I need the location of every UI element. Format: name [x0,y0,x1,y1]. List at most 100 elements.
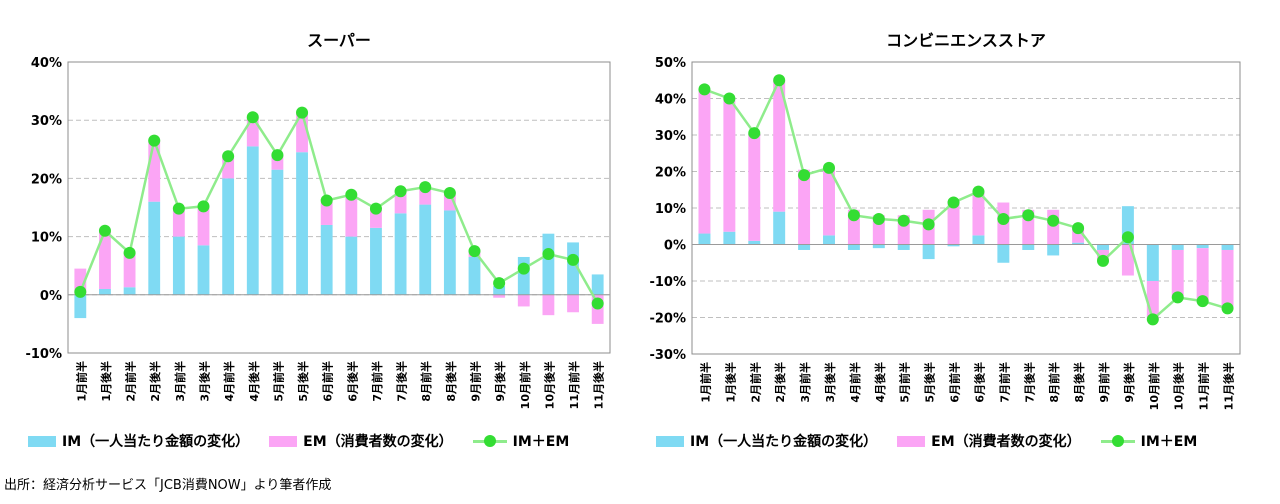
im-bar [246,146,259,295]
em-bar [271,155,284,170]
im-bar [1072,242,1085,245]
im-bar [1022,244,1035,250]
sum-point [443,186,456,199]
legend-label-im: IM（一人当たり金額の変化） [62,434,250,450]
sum-point [897,214,910,227]
em-bar [1022,209,1035,245]
sum-point [345,188,358,201]
x-tick-label: 11月後半 [1222,362,1236,410]
sum-point [419,181,432,194]
y-tick-label: 0% [664,239,686,254]
em-bar [148,140,161,202]
x-tick-label: 2月後半 [148,361,162,402]
sum-point [997,212,1010,225]
legend-item-im: IM（一人当たり金額の変化） [28,431,249,451]
sum-point [517,262,530,275]
sum-point [947,196,960,209]
em-bar [493,294,506,298]
em-bar [773,80,786,212]
sum-point [1146,313,1159,326]
y-tick-label: 0% [40,289,62,304]
chart-super: スーパー 40% 30% 20% 10% 0% -10% 1月前半 1月後半 2月前半 2月後半 3月… [25,31,611,409]
x-tick-label: 2月後半 [773,362,787,403]
x-tick-label: 1月前半 [698,362,712,403]
sum-point [972,185,985,198]
em-bar [1171,249,1184,298]
im-bar [99,288,111,295]
im-bar [1171,244,1184,250]
sum-point [98,224,111,237]
im-bar [1196,244,1209,249]
im-bar [271,169,284,295]
x-tick-label: 8月前半 [419,361,433,402]
x-tick-label: 2月前半 [748,362,762,403]
im-bar [197,245,210,295]
im-bar [1097,244,1109,250]
x-tick-label: 4月前半 [222,361,236,402]
sum-point [798,169,811,182]
im-bar [148,201,161,295]
source-note: 出所：経済分析サービス「JCB消費NOW」より筆者作成 [4,478,332,493]
em-bar [370,207,382,228]
x-tick-label: 11月後半 [592,361,606,409]
y-tick-label: 50% [655,56,686,71]
y-tick-label: 20% [31,172,62,187]
x-tick-label: 3月前半 [173,361,187,402]
im-bar [443,210,456,295]
im-bar [847,244,860,250]
em-bar [123,252,136,288]
y-tick-label: -20% [649,312,686,327]
em-bar [897,215,910,245]
sum-point [922,218,935,231]
em-bar [872,215,885,245]
sum-point [698,83,711,96]
im-bar [591,274,604,295]
im-bar [748,240,761,245]
legend-item-sum: IM＋EM [1100,431,1197,451]
legend-swatch-em [897,435,926,447]
em-bar [847,209,860,245]
em-bar [246,117,259,147]
im-bar [1047,244,1060,256]
y-tick-label: -10% [25,347,62,362]
em-bar [1146,281,1159,320]
im-bar [922,244,935,260]
x-tick-label: 5月後半 [296,361,310,402]
im-bar [370,227,382,295]
x-tick-label: 3月前半 [798,362,812,403]
im-bar [1146,244,1159,281]
legend-item-im: IM（一人当たり金額の変化） [656,431,877,451]
sum-point [1196,295,1209,308]
x-tick-label: 7月前半 [370,361,384,402]
em-bar [1121,244,1134,276]
legend-label-em: EM（消費者数の変化） [303,434,453,450]
x-tick-label: 6月前半 [321,361,335,402]
sum-point [1121,231,1134,244]
sum-point [1047,214,1060,227]
plot-frame [67,61,611,354]
x-tick-label: 8月後半 [1072,362,1086,403]
legend-swatch-im [28,435,56,447]
y-tick-label: 10% [31,231,62,246]
sum-point [1097,254,1109,267]
y-tick-label: -30% [649,348,686,363]
x-tick-label: 3月後半 [198,361,212,402]
sum-line [704,76,1228,322]
im-bar [517,256,530,295]
em-bar [1047,209,1060,245]
x-tick-label: 5月後半 [923,362,937,403]
x-tick-label: 10月前半 [1147,362,1161,410]
im-bar [542,233,555,295]
sum-point [567,253,580,266]
x-tick-label: 9月後半 [493,361,507,402]
sum-point [246,111,259,124]
im-bar [997,244,1010,263]
x-tick-label: 6月後半 [345,361,359,402]
sum-point [748,127,761,140]
em-bar [567,294,579,313]
sum-line [79,109,599,305]
sum-point [542,248,555,261]
y-tick-label: 30% [31,114,62,129]
x-tick-label: 7月前半 [997,362,1011,403]
